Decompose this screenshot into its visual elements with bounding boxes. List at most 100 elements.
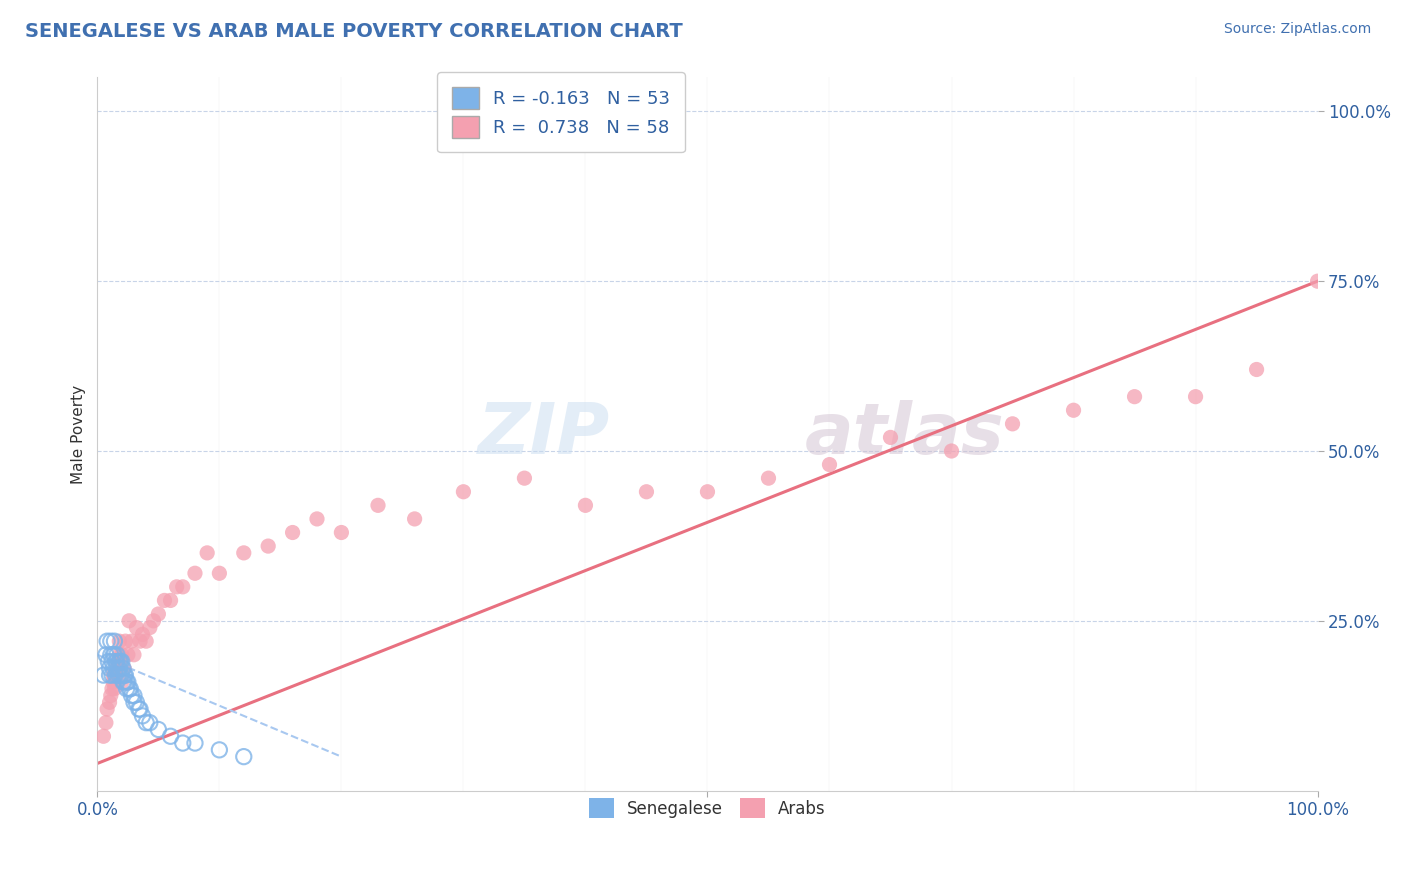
Point [103, 668, 125, 682]
Point [1063, 403, 1085, 417]
Point [125, 695, 148, 709]
Point [104, 655, 127, 669]
Point [758, 471, 780, 485]
Point [114, 668, 136, 682]
Point [93, 729, 115, 743]
Point [111, 661, 134, 675]
Point [115, 674, 138, 689]
Point [148, 723, 170, 737]
Text: Source: ZipAtlas.com: Source: ZipAtlas.com [1223, 22, 1371, 37]
Point [232, 546, 254, 560]
Point [1246, 362, 1268, 376]
Point [104, 668, 127, 682]
Point [94, 648, 117, 662]
Point [108, 655, 131, 669]
Point [330, 525, 353, 540]
Point [111, 674, 134, 689]
Point [118, 681, 141, 696]
Point [159, 593, 181, 607]
Text: ZIP: ZIP [478, 400, 610, 468]
Point [696, 484, 718, 499]
Point [232, 749, 254, 764]
Point [305, 512, 328, 526]
Point [159, 729, 181, 743]
Point [1123, 390, 1146, 404]
Point [110, 668, 132, 682]
Point [129, 702, 152, 716]
Point [135, 634, 157, 648]
Point [98, 668, 121, 682]
Point [122, 648, 145, 662]
Point [100, 689, 122, 703]
Point [111, 668, 134, 682]
Point [122, 695, 145, 709]
Point [184, 736, 207, 750]
Point [107, 661, 129, 675]
Point [103, 681, 125, 696]
Point [257, 539, 280, 553]
Point [105, 648, 128, 662]
Point [111, 648, 134, 662]
Point [105, 661, 128, 675]
Point [135, 715, 157, 730]
Point [513, 471, 536, 485]
Point [94, 715, 117, 730]
Point [166, 580, 188, 594]
Point [107, 668, 129, 682]
Legend: Senegalese, Arabs: Senegalese, Arabs [582, 791, 832, 825]
Point [128, 702, 150, 716]
Point [97, 655, 120, 669]
Point [114, 634, 136, 648]
Point [117, 674, 139, 689]
Point [100, 648, 122, 662]
Point [118, 614, 141, 628]
Text: SENEGALESE VS ARAB MALE POVERTY CORRELATION CHART: SENEGALESE VS ARAB MALE POVERTY CORRELAT… [25, 22, 683, 41]
Point [1001, 417, 1024, 431]
Point [139, 621, 162, 635]
Point [879, 430, 901, 444]
Point [103, 648, 125, 662]
Point [108, 661, 131, 675]
Point [98, 695, 121, 709]
Point [281, 525, 304, 540]
Point [103, 648, 125, 662]
Point [96, 702, 118, 716]
Point [112, 661, 135, 675]
Point [453, 484, 475, 499]
Point [208, 566, 231, 581]
Point [103, 661, 125, 675]
Point [101, 668, 124, 682]
Point [104, 668, 127, 682]
Point [100, 634, 122, 648]
Point [818, 458, 841, 472]
Point [101, 655, 124, 669]
Point [93, 668, 115, 682]
Point [98, 661, 121, 675]
Point [129, 634, 152, 648]
Point [941, 444, 963, 458]
Y-axis label: Male Poverty: Male Poverty [72, 384, 86, 483]
Point [108, 648, 131, 662]
Point [104, 661, 127, 675]
Point [121, 634, 143, 648]
Point [153, 593, 176, 607]
Point [1306, 274, 1329, 288]
Point [96, 634, 118, 648]
Point [148, 607, 170, 621]
Point [110, 655, 132, 669]
Point [172, 736, 194, 750]
Point [111, 674, 134, 689]
Point [101, 681, 124, 696]
Point [1184, 390, 1206, 404]
Point [120, 681, 142, 696]
Point [107, 655, 129, 669]
Point [195, 546, 218, 560]
Point [115, 681, 138, 696]
Point [108, 634, 131, 648]
Point [404, 512, 426, 526]
Point [367, 499, 389, 513]
Point [208, 743, 231, 757]
Point [574, 499, 596, 513]
Point [142, 614, 165, 628]
Point [112, 668, 135, 682]
